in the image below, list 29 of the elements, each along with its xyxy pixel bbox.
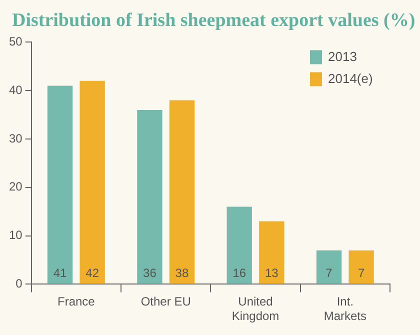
y-tick-label: 30 — [8, 131, 23, 146]
x-tick-label: Int. Markets — [324, 294, 367, 324]
bar — [47, 86, 73, 284]
bar — [348, 250, 374, 284]
bar — [80, 80, 105, 284]
y-tick-label: 40 — [8, 82, 23, 97]
bar — [259, 221, 284, 284]
y-tick-label: 0 — [16, 276, 23, 291]
bar — [316, 250, 342, 284]
legend-label: 2014(e) — [328, 70, 373, 86]
data-label: 7 — [358, 266, 365, 280]
data-label: 36 — [143, 266, 157, 280]
x-tick-label: United Kingdom — [232, 294, 280, 324]
data-label: 38 — [175, 266, 189, 280]
y-tick-label: 10 — [8, 228, 23, 242]
y-tick-label: 50 — [8, 34, 23, 49]
data-label: 7 — [326, 266, 333, 280]
data-label: 41 — [53, 266, 68, 280]
chart-title: Distribution of Irish sheepmeat export values (%) — [11, 9, 416, 32]
x-tick-label: Other EU — [140, 294, 191, 309]
data-label: 13 — [264, 266, 279, 280]
bar — [137, 110, 162, 284]
legend-label: 2013 — [328, 48, 357, 64]
bar — [169, 100, 195, 284]
data-label: 16 — [232, 266, 246, 280]
bar — [226, 206, 252, 284]
y-tick-label: 20 — [8, 180, 23, 194]
x-tick-label: France — [58, 294, 96, 309]
data-label: 42 — [86, 266, 100, 280]
